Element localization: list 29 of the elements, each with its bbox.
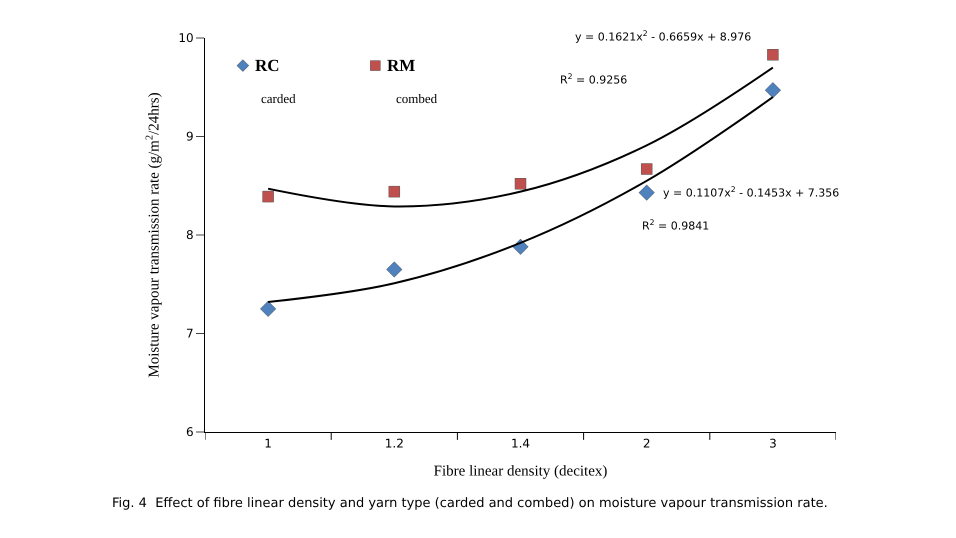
caption: Fig. 4 Effect of fibre linear density and yarn type (carded and combed) on moisture vapour transmission rate. bbox=[112, 496, 828, 511]
point bbox=[638, 184, 655, 201]
annotation: y = 0.1621x$^{2}$ - 0.6659x + 8.976 bbox=[575, 29, 752, 44]
point bbox=[514, 178, 526, 190]
legend-label: RC bbox=[255, 56, 280, 75]
point bbox=[767, 49, 779, 60]
annotation: carded bbox=[261, 91, 296, 106]
x-tick-label: 2 bbox=[642, 436, 651, 450]
point bbox=[640, 163, 652, 175]
annotation: combed bbox=[396, 91, 438, 106]
x-axis-title: Fibre linear density (decitex) bbox=[434, 463, 608, 480]
point bbox=[388, 186, 400, 198]
annotation: y = 0.1107x$^{2}$ - 0.1453x + 7.356 bbox=[663, 185, 840, 200]
y-tick-label: 8 bbox=[186, 228, 194, 242]
annotation: R$^{2}$ = 0.9841 bbox=[642, 218, 710, 233]
y-tick-label: 10 bbox=[178, 31, 194, 46]
point bbox=[262, 190, 274, 202]
x-tick-label: 1.2 bbox=[384, 436, 404, 450]
y-tick-label: 6 bbox=[186, 425, 194, 440]
x-tick-label: 1.4 bbox=[510, 436, 530, 450]
legend-label: RM bbox=[387, 56, 416, 75]
point bbox=[764, 82, 781, 98]
y-tick-label: 7 bbox=[186, 326, 194, 341]
annotation: R$^{2}$ = 0.9256 bbox=[560, 72, 628, 87]
y-tick-label: 9 bbox=[186, 130, 194, 144]
point bbox=[386, 261, 402, 278]
x-tick-label: 1 bbox=[264, 436, 272, 450]
point bbox=[260, 300, 276, 317]
x-tick-label: 3 bbox=[769, 436, 777, 450]
